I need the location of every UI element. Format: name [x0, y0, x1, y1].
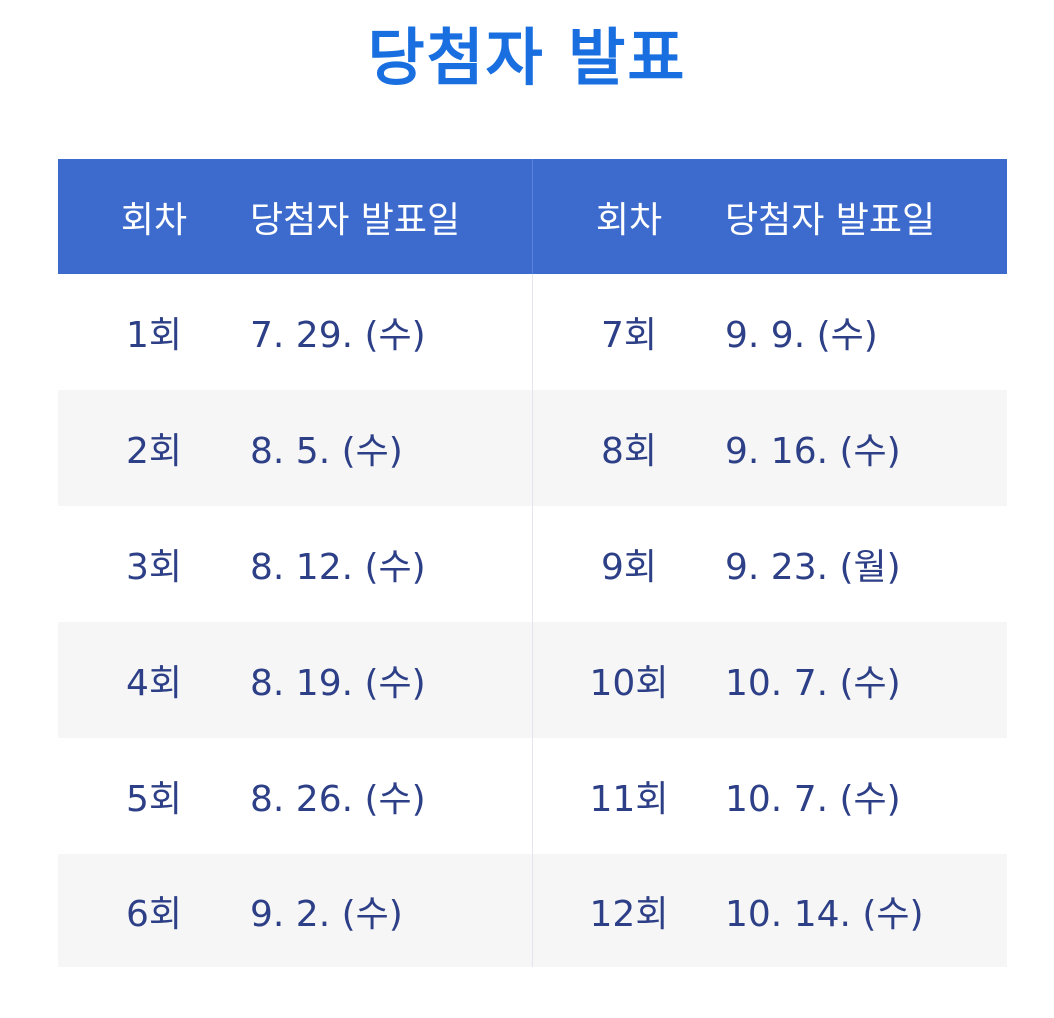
round-cell: 10회 [589, 663, 669, 704]
header-round: 회차 [120, 199, 188, 241]
table-row: 1회 7. 29. (수) [58, 274, 532, 390]
round-cell: 9회 [600, 547, 658, 588]
header-round: 회차 [595, 199, 663, 241]
date-cell: 9. 2. (수) [250, 893, 403, 935]
date-cell: 8. 26. (수) [250, 779, 426, 820]
round-cell: 8회 [600, 431, 658, 472]
date-cell: 10. 14. (수) [725, 893, 924, 935]
date-cell: 9. 16. (수) [725, 431, 901, 472]
page-title: 당첨자 발표 [367, 21, 687, 94]
date-cell: 9. 23. (월) [725, 547, 901, 588]
round-cell: 12회 [589, 893, 669, 935]
table-header-left: 회차 당첨자 발표일 [58, 159, 532, 274]
date-cell: 8. 19. (수) [250, 663, 426, 704]
header-divider [532, 159, 533, 274]
date-cell: 8. 5. (수) [250, 431, 403, 472]
round-cell: 7회 [600, 315, 658, 356]
round-cell: 1회 [125, 315, 183, 356]
table-row: 8회 9. 16. (수) [533, 390, 1007, 506]
winner-announcement-table: 회차 당첨자 발표일 1회 7. 29. (수) 2회 8. 5. (수) 3회… [58, 159, 1007, 967]
date-cell: 7. 29. (수) [250, 315, 426, 356]
date-cell: 8. 12. (수) [250, 547, 426, 588]
round-cell: 4회 [125, 663, 183, 704]
table-right-half: 회차 당첨자 발표일 7회 9. 9. (수) 8회 9. 16. (수) 9회… [533, 159, 1007, 967]
table-row: 6회 9. 2. (수) [58, 854, 532, 967]
round-cell: 2회 [125, 431, 183, 472]
round-cell: 11회 [589, 779, 669, 820]
column-divider [532, 159, 533, 967]
table-row: 2회 8. 5. (수) [58, 390, 532, 506]
table-header-right: 회차 당첨자 발표일 [533, 159, 1007, 274]
table-row: 11회 10. 7. (수) [533, 738, 1007, 854]
header-announcement-date: 당첨자 발표일 [250, 199, 461, 241]
table-row: 4회 8. 19. (수) [58, 622, 532, 738]
table-row: 9회 9. 23. (월) [533, 506, 1007, 622]
table-row: 7회 9. 9. (수) [533, 274, 1007, 390]
table-row: 12회 10. 14. (수) [533, 854, 1007, 967]
round-cell: 6회 [125, 893, 183, 935]
date-cell: 10. 7. (수) [725, 663, 901, 704]
table-row: 10회 10. 7. (수) [533, 622, 1007, 738]
header-announcement-date: 당첨자 발표일 [725, 199, 936, 241]
round-cell: 3회 [125, 547, 183, 588]
date-cell: 9. 9. (수) [725, 315, 878, 356]
round-cell: 5회 [125, 779, 183, 820]
table-left-half: 회차 당첨자 발표일 1회 7. 29. (수) 2회 8. 5. (수) 3회… [58, 159, 532, 967]
table-row: 3회 8. 12. (수) [58, 506, 532, 622]
date-cell: 10. 7. (수) [725, 779, 901, 820]
table-row: 5회 8. 26. (수) [58, 738, 532, 854]
